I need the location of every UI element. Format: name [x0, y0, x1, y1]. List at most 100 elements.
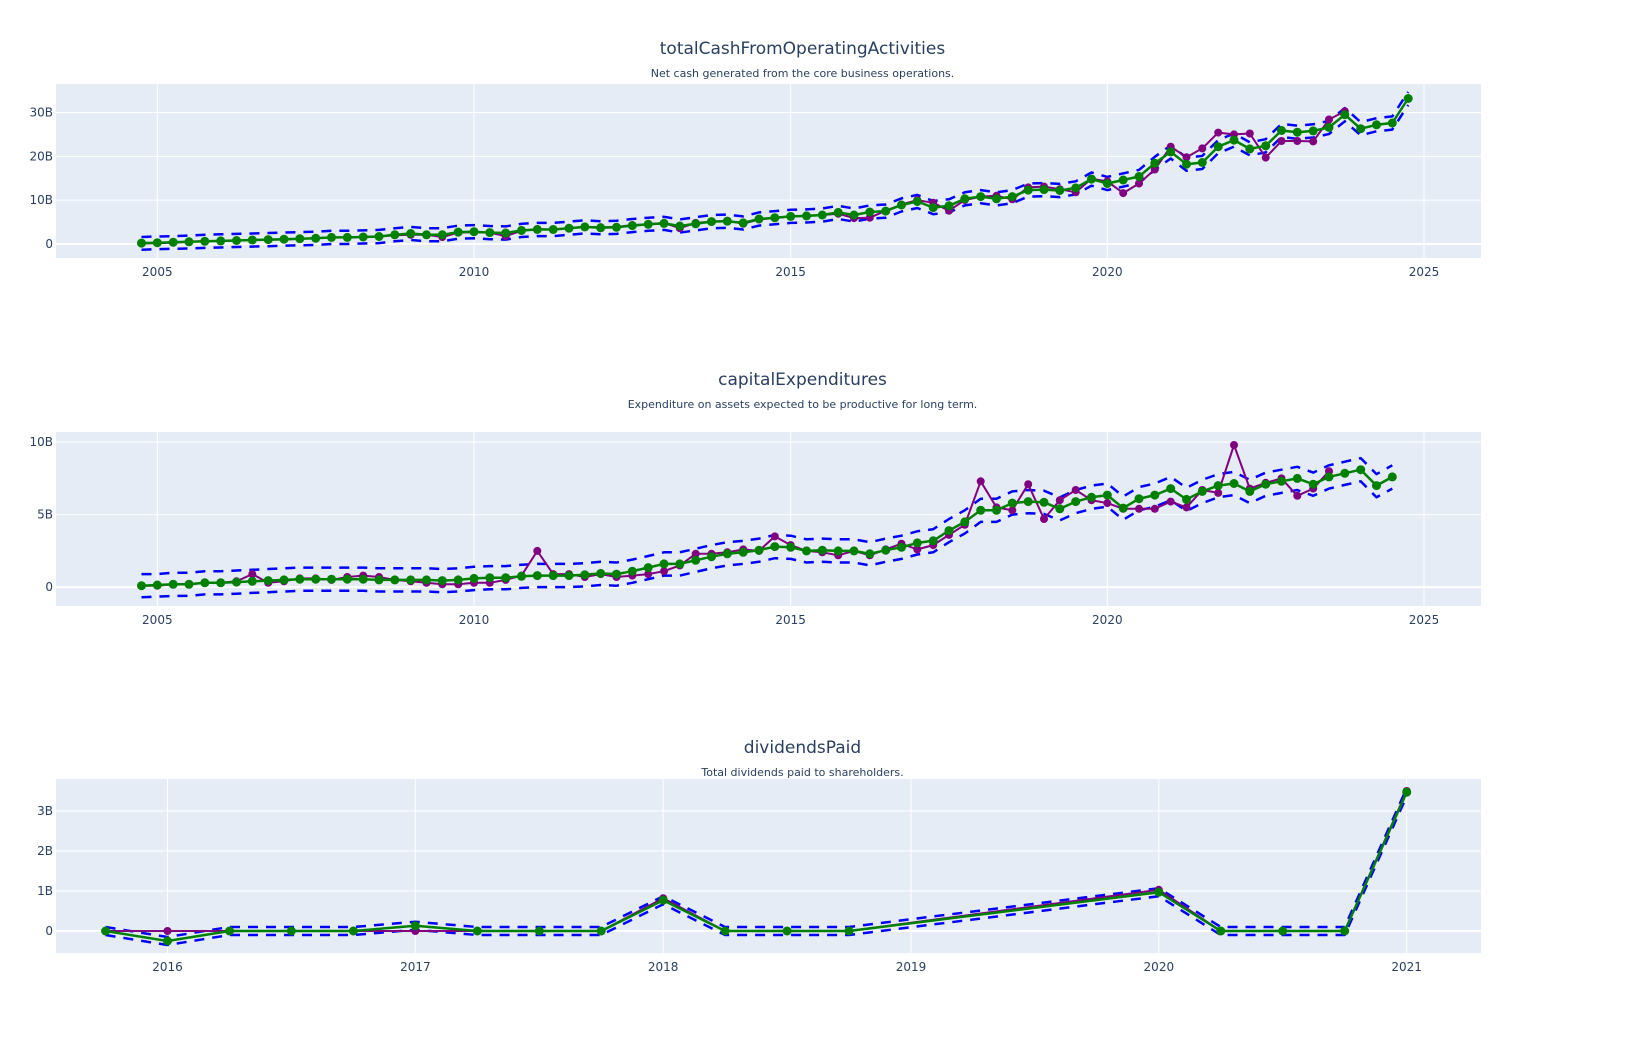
fitted-point[interactable]: [912, 538, 922, 548]
actual-point[interactable]: [1214, 488, 1223, 497]
fitted-point[interactable]: [437, 230, 447, 240]
fitted-point[interactable]: [833, 207, 843, 217]
fitted-point[interactable]: [406, 575, 416, 585]
fitted-point[interactable]: [1324, 122, 1334, 132]
fitted-point[interactable]: [263, 576, 273, 586]
fitted-point[interactable]: [1402, 787, 1412, 797]
actual-point[interactable]: [1230, 441, 1238, 449]
fitted-point[interactable]: [786, 211, 796, 221]
fitted-point[interactable]: [596, 926, 606, 936]
fitted-point[interactable]: [1356, 124, 1366, 134]
fitted-point[interactable]: [659, 218, 669, 228]
fitted-point[interactable]: [770, 542, 780, 552]
fitted-point[interactable]: [960, 194, 970, 204]
fitted-point[interactable]: [1245, 144, 1255, 154]
chart-plot-cash-operations[interactable]: 2005 2010 2015 2020 2025 0 10B 20B 30B: [0, 0, 1646, 330]
fitted-point[interactable]: [1324, 472, 1334, 482]
fitted-point[interactable]: [1134, 494, 1144, 504]
fitted-point[interactable]: [342, 232, 352, 242]
fitted-point[interactable]: [152, 238, 162, 248]
fitted-point[interactable]: [163, 936, 172, 946]
fitted-point[interactable]: [410, 921, 420, 931]
fitted-point[interactable]: [1245, 486, 1255, 496]
actual-point[interactable]: [248, 570, 257, 579]
fitted-point[interactable]: [216, 236, 226, 246]
actual-point[interactable]: [1008, 506, 1017, 515]
fitted-point[interactable]: [928, 203, 938, 213]
fitted-point[interactable]: [1261, 479, 1271, 489]
fitted-point[interactable]: [1372, 120, 1381, 130]
fitted-point[interactable]: [1261, 141, 1271, 151]
fitted-point[interactable]: [1292, 473, 1302, 483]
fitted-point[interactable]: [548, 571, 558, 581]
fitted-point[interactable]: [327, 232, 336, 242]
fitted-point[interactable]: [817, 545, 827, 555]
fitted-point[interactable]: [225, 926, 234, 936]
fitted-point[interactable]: [738, 547, 748, 557]
fitted-point[interactable]: [517, 225, 526, 235]
fitted-point[interactable]: [1166, 484, 1176, 494]
fitted-point[interactable]: [944, 526, 954, 536]
fitted-point[interactable]: [232, 236, 241, 245]
fitted-point[interactable]: [754, 214, 764, 224]
fitted-point[interactable]: [501, 573, 511, 583]
actual-point[interactable]: [1325, 115, 1333, 124]
fitted-point[interactable]: [1278, 926, 1288, 936]
fitted-point[interactable]: [168, 237, 178, 247]
actual-point[interactable]: [1135, 179, 1143, 188]
fitted-point[interactable]: [720, 926, 730, 936]
fitted-point[interactable]: [501, 228, 511, 238]
fitted-point[interactable]: [627, 221, 637, 231]
actual-point[interactable]: [1182, 153, 1191, 162]
fitted-point[interactable]: [928, 536, 938, 546]
actual-point[interactable]: [1277, 137, 1286, 145]
fitted-point[interactable]: [374, 575, 384, 585]
fitted-point[interactable]: [184, 579, 194, 589]
fitted-point[interactable]: [358, 232, 368, 242]
fitted-point[interactable]: [1118, 175, 1128, 185]
actual-point[interactable]: [691, 549, 700, 558]
fitted-point[interactable]: [897, 200, 906, 210]
fitted-point[interactable]: [1356, 465, 1366, 475]
fitted-point[interactable]: [1229, 479, 1239, 488]
fitted-point[interactable]: [881, 206, 891, 216]
fitted-point[interactable]: [1166, 147, 1176, 157]
actual-point[interactable]: [913, 545, 922, 554]
fitted-point[interactable]: [754, 545, 764, 555]
fitted-point[interactable]: [247, 235, 257, 245]
fitted-point[interactable]: [1150, 158, 1160, 168]
fitted-point[interactable]: [1007, 192, 1017, 202]
fitted-point[interactable]: [374, 232, 384, 241]
actual-point[interactable]: [1261, 153, 1270, 162]
fitted-point[interactable]: [1154, 887, 1164, 897]
fitted-point[interactable]: [437, 576, 447, 586]
fitted-point[interactable]: [675, 559, 685, 569]
fitted-point[interactable]: [406, 229, 416, 238]
fitted-point[interactable]: [390, 230, 400, 240]
actual-point[interactable]: [770, 532, 779, 541]
actual-point[interactable]: [1198, 144, 1207, 153]
fitted-point[interactable]: [612, 222, 621, 232]
fitted-point[interactable]: [295, 574, 305, 584]
fitted-point[interactable]: [532, 225, 542, 234]
fitted-point[interactable]: [1150, 490, 1160, 500]
fitted-point[interactable]: [707, 217, 716, 227]
fitted-point[interactable]: [358, 574, 368, 584]
fitted-point[interactable]: [1277, 476, 1286, 486]
fitted-point[interactable]: [722, 216, 732, 226]
fitted-point[interactable]: [844, 926, 854, 936]
fitted-point[interactable]: [960, 517, 970, 527]
actual-point[interactable]: [1150, 165, 1159, 174]
fitted-point[interactable]: [1118, 503, 1128, 513]
fitted-point[interactable]: [833, 546, 843, 556]
fitted-point[interactable]: [564, 223, 574, 233]
fitted-point[interactable]: [390, 575, 400, 585]
fitted-point[interactable]: [1071, 183, 1081, 193]
fitted-point[interactable]: [1039, 497, 1049, 507]
actual-point[interactable]: [1245, 129, 1254, 138]
fitted-point[interactable]: [1308, 479, 1318, 489]
fitted-point[interactable]: [469, 573, 479, 583]
fitted-point[interactable]: [1102, 179, 1112, 188]
fitted-point[interactable]: [912, 197, 922, 206]
fitted-point[interactable]: [168, 579, 178, 589]
